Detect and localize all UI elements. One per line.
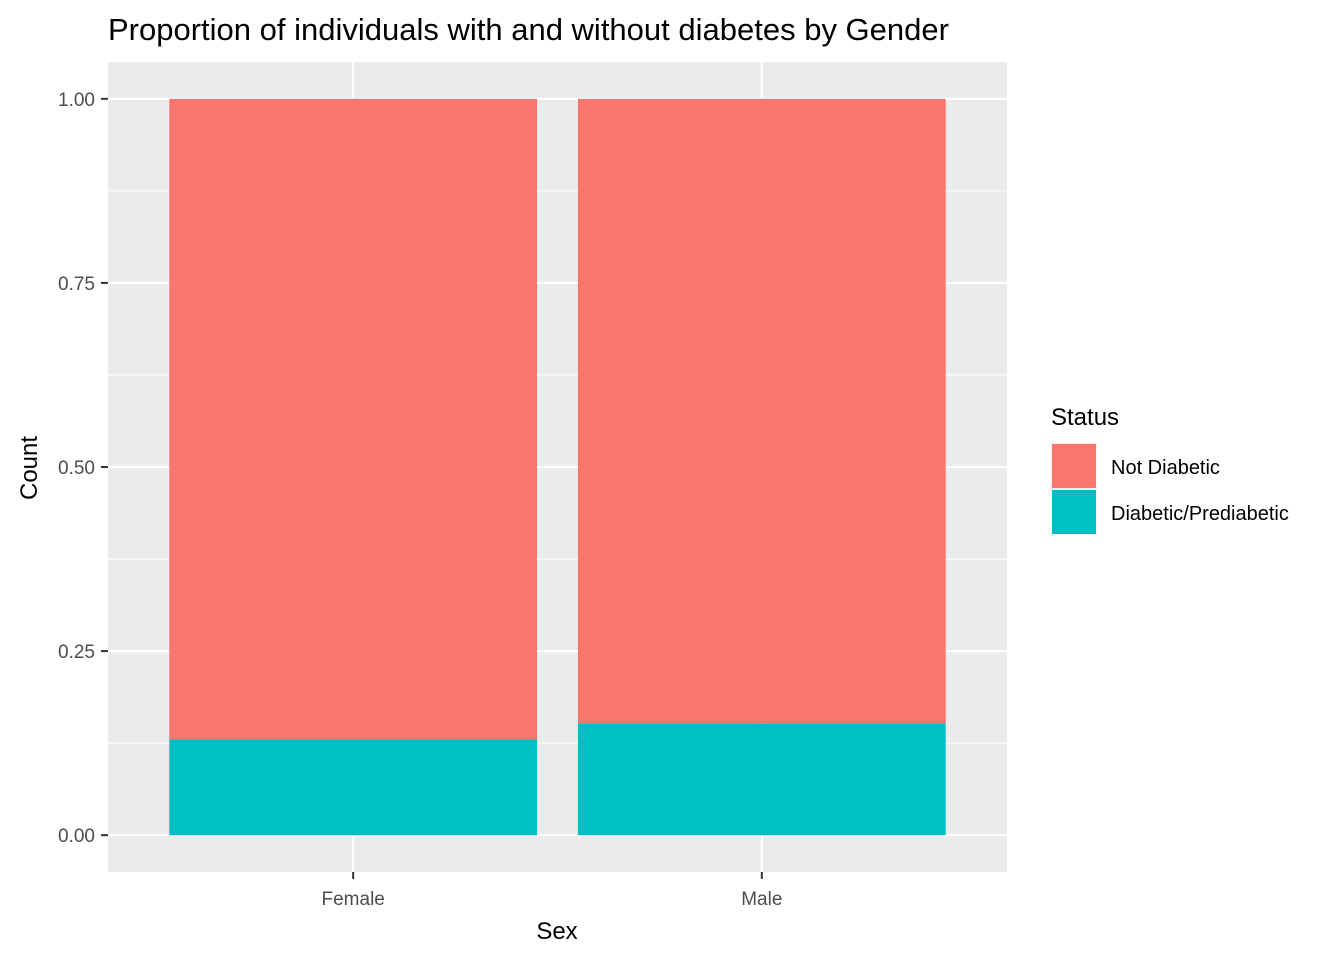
y-tick-label-2: 0.50 bbox=[58, 458, 95, 479]
chart-title: Proportion of individuals with and witho… bbox=[108, 12, 949, 47]
x-tick-label-1: Male bbox=[741, 889, 782, 910]
x-axis-title: Sex bbox=[536, 918, 577, 945]
y-tick-label-3: 0.75 bbox=[58, 274, 95, 295]
legend: Status Not Diabetic Diabetic/Prediabetic bbox=[1051, 404, 1289, 535]
bar-male-diabetic-prediabetic bbox=[577, 723, 946, 836]
y-tick-label-4: 1.00 bbox=[58, 90, 95, 111]
bar-female-diabetic-prediabetic bbox=[169, 739, 538, 836]
x-tick-label-0: Female bbox=[322, 889, 385, 910]
legend-title: Status bbox=[1051, 404, 1119, 431]
y-axis-title: Count bbox=[16, 436, 43, 500]
bar-female-not-diabetic bbox=[169, 98, 538, 740]
y-tick-label-1: 0.25 bbox=[58, 642, 95, 663]
legend-swatch-0 bbox=[1052, 444, 1096, 488]
legend-swatch-1 bbox=[1052, 490, 1096, 534]
bars bbox=[169, 98, 946, 836]
axes: 0.00 0.25 0.50 0.75 1.00 Female Male bbox=[58, 90, 782, 910]
legend-label-1: Diabetic/Prediabetic bbox=[1111, 503, 1289, 525]
y-tick-label-0: 0.00 bbox=[58, 826, 95, 847]
legend-label-0: Not Diabetic bbox=[1111, 457, 1220, 479]
bar-male-not-diabetic bbox=[577, 98, 946, 724]
